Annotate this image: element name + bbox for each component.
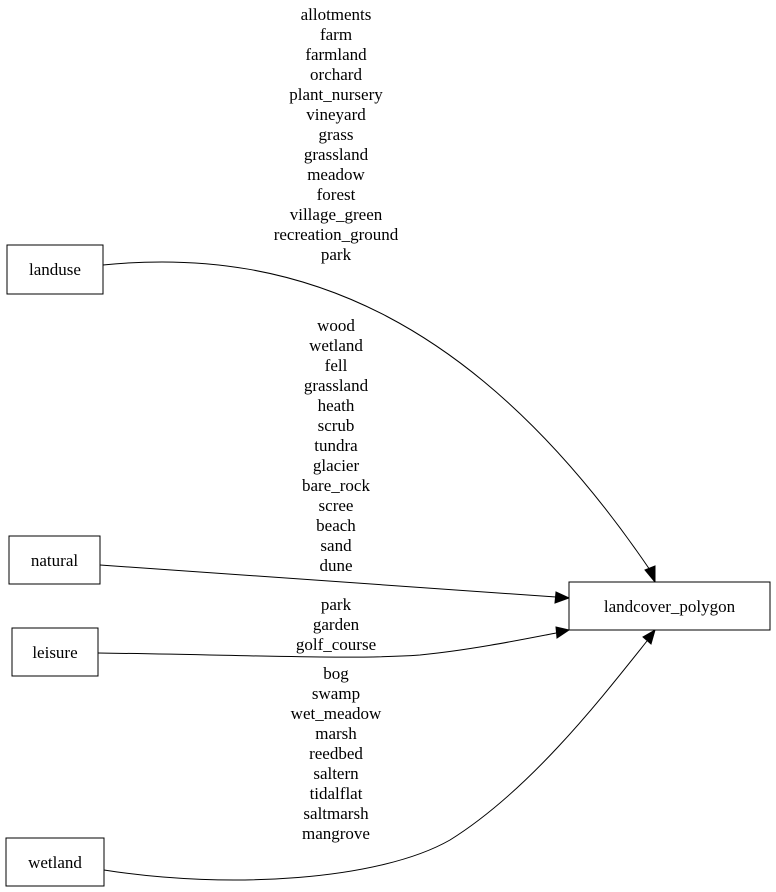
edge-label-line: sand	[320, 536, 352, 555]
edge-label-line: garden	[313, 615, 360, 634]
arrowhead	[644, 565, 656, 584]
edge-label-line: park	[321, 245, 352, 264]
node-leisure[interactable]: leisure	[11, 627, 99, 677]
edge-label-landuse: allotmentsfarmfarmlandorchardplant_nurse…	[274, 5, 399, 264]
edge-wetland: bogswampwet_meadowmarshreedbedsalterntid…	[103, 628, 656, 881]
edge-label-line: tundra	[314, 436, 358, 455]
node-natural[interactable]: natural	[8, 535, 101, 585]
arrowhead	[642, 628, 656, 645]
node-wetland[interactable]: wetland	[5, 837, 105, 887]
edge-label-line: saltmarsh	[303, 804, 369, 823]
edge-label-line: forest	[317, 185, 356, 204]
node-landuse[interactable]: landuse	[6, 244, 104, 295]
edge-label-natural: woodwetlandfellgrasslandheathscrubtundra…	[302, 316, 370, 575]
edge-label-line: golf_course	[296, 635, 376, 654]
edge-label-line: wetland	[309, 336, 363, 355]
edge-label-line: swamp	[312, 684, 360, 703]
edge-label-line: plant_nursery	[289, 85, 383, 104]
edge-label-line: fell	[325, 356, 348, 375]
node-label: landuse	[29, 260, 81, 279]
edge-label-line: grassland	[304, 145, 369, 164]
node-label: natural	[31, 551, 78, 570]
edge-label-line: vineyard	[306, 105, 366, 124]
edge-label-line: mangrove	[302, 824, 370, 843]
edge-natural: woodwetlandfellgrasslandheathscrubtundra…	[99, 316, 571, 604]
edge-label-line: heath	[318, 396, 355, 415]
node-label: landcover_polygon	[604, 597, 736, 616]
edge-label-line: scrub	[318, 416, 355, 435]
edge-label-line: recreation_ground	[274, 225, 399, 244]
edge-label-line: scree	[319, 496, 354, 515]
node-landcover-polygon[interactable]: landcover_polygon	[568, 581, 771, 631]
edge-label-line: grass	[319, 125, 354, 144]
edge-label-line: beach	[316, 516, 356, 535]
edge-label-line: orchard	[310, 65, 362, 84]
edge-label-line: farmland	[305, 45, 367, 64]
node-label: leisure	[32, 643, 77, 662]
edge-label-line: wood	[317, 316, 355, 335]
edge-label-line: allotments	[301, 5, 372, 24]
edge-label-line: marsh	[315, 724, 357, 743]
edge-label-line: dune	[319, 556, 352, 575]
edge-label-line: park	[321, 595, 352, 614]
edge-label-line: farm	[320, 25, 352, 44]
edge-landuse: allotmentsfarmfarmlandorchardplant_nurse…	[102, 5, 656, 584]
arrowhead	[555, 626, 571, 639]
edge-label-line: reedbed	[309, 744, 363, 763]
edge-label-line: grassland	[304, 376, 369, 395]
edge-label-line: meadow	[307, 165, 365, 184]
edge-label-line: tidalflat	[310, 784, 363, 803]
edge-label-line: bare_rock	[302, 476, 370, 495]
edge-label-line: village_green	[290, 205, 383, 224]
edge-label-line: bog	[323, 664, 349, 683]
edge-label-wetland: bogswampwet_meadowmarshreedbedsalterntid…	[291, 664, 382, 843]
edge-label-line: saltern	[313, 764, 359, 783]
edge-label-line: glacier	[313, 456, 360, 475]
node-label: wetland	[28, 853, 82, 872]
edge-label-line: wet_meadow	[291, 704, 382, 723]
arrowhead	[554, 591, 571, 604]
